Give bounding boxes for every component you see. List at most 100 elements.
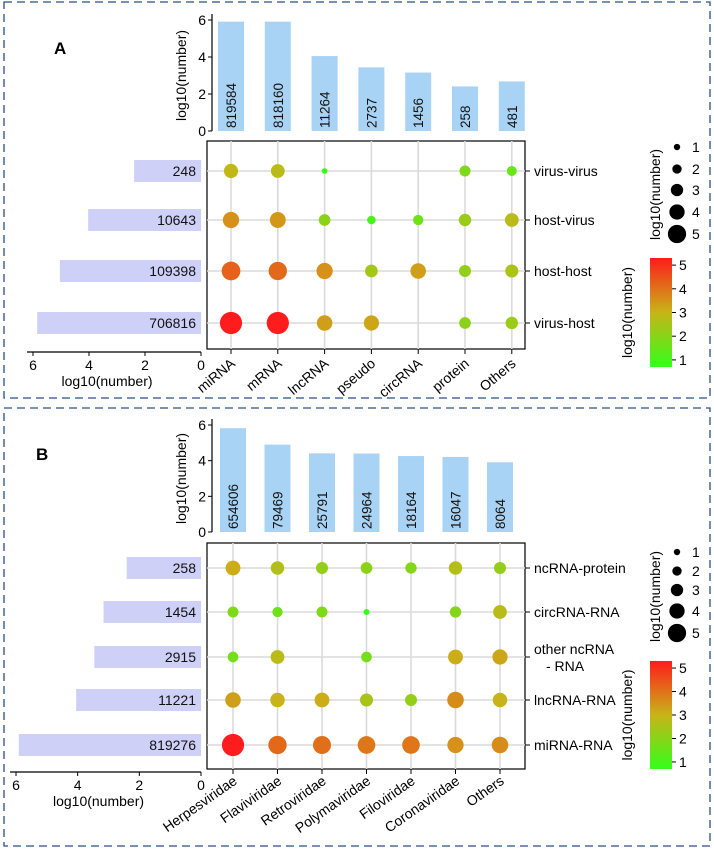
left-bar-value-label: 248	[173, 163, 197, 179]
left-x-tick-label: 4	[85, 357, 93, 373]
top-bar	[398, 456, 424, 532]
left-bar-value-label: 11221	[158, 692, 196, 708]
row-label: host-host	[534, 263, 592, 279]
bubble	[268, 261, 287, 281]
bubble	[410, 263, 426, 279]
bubble	[458, 213, 472, 227]
bubble	[313, 736, 331, 754]
panel-a-label: A	[54, 39, 66, 58]
top-bar	[487, 462, 513, 532]
row-label: host-virus	[534, 212, 595, 228]
column-label: lncRNA	[285, 355, 332, 398]
panel-b-frame	[3, 407, 711, 847]
size-legend-label: 1	[692, 139, 700, 155]
color-legend-label: 5	[679, 660, 687, 676]
top-y-tick-label: 2	[198, 488, 206, 504]
bubble	[266, 311, 289, 335]
bubble	[505, 316, 518, 330]
column-label: Others	[476, 355, 518, 394]
bubble	[459, 317, 471, 329]
size-legend-dot	[669, 603, 685, 619]
bubble	[447, 736, 464, 754]
color-legend-title: log10(number)	[619, 669, 635, 760]
bubble	[270, 650, 285, 664]
bubble	[505, 264, 519, 278]
bubble	[448, 561, 463, 575]
bubble	[314, 692, 330, 708]
column-label: protein	[429, 355, 472, 395]
left-bar	[94, 646, 201, 668]
row-label: virus-virus	[534, 163, 598, 179]
size-legend-label: 3	[692, 182, 700, 198]
top-bar-value-label: 18164	[404, 491, 419, 529]
top-bar-value-label: 25791	[315, 491, 330, 529]
color-legend-label: 4	[679, 684, 687, 700]
left-x-tick-label: 2	[141, 357, 149, 373]
row-label: other ncRNA - RNA	[534, 641, 615, 674]
top-y-axis-title: log10(number)	[173, 30, 189, 121]
top-y-axis-title: log10(number)	[173, 433, 189, 524]
left-x-tick-label: 6	[29, 357, 37, 373]
left-bar-value-label: 109398	[149, 263, 196, 279]
bubble	[357, 736, 376, 754]
bubble	[223, 163, 239, 179]
column-label: Others	[463, 772, 507, 809]
bubble	[268, 735, 287, 755]
bubble	[316, 262, 333, 280]
color-legend-label: 1	[679, 352, 687, 368]
top-y-tick-label: 0	[198, 123, 206, 139]
bubble	[227, 606, 239, 618]
size-legend-dot	[669, 204, 685, 220]
row-label: virus-host	[534, 315, 595, 331]
bubble	[365, 264, 378, 278]
bubble	[316, 315, 333, 331]
row-label: ncRNA-protein	[534, 560, 626, 576]
row-label: miRNA-RNA	[534, 737, 613, 753]
top-bar-value-label: 481	[505, 105, 520, 128]
size-legend-dot	[673, 143, 681, 151]
top-y-tick-label: 4	[198, 49, 206, 65]
top-y-tick-label: 6	[198, 417, 206, 433]
size-legend-dot	[670, 183, 684, 197]
bubble	[360, 562, 373, 574]
color-legend-bar	[650, 661, 672, 769]
top-bar-value-label: 818160	[271, 83, 286, 128]
top-y-tick-label: 6	[198, 12, 206, 28]
size-legend-label: 3	[692, 582, 700, 598]
bubble	[225, 560, 241, 576]
top-bar	[218, 21, 244, 131]
top-bar	[498, 81, 525, 131]
bubble	[404, 693, 418, 707]
left-x-tick-label: 2	[135, 777, 143, 793]
bubble	[459, 165, 471, 177]
size-legend-title: log10(number)	[647, 551, 663, 642]
bubble	[315, 561, 329, 575]
left-bar	[18, 734, 202, 756]
bubble	[270, 561, 285, 575]
panel-b-label: B	[36, 445, 48, 464]
bubble	[491, 736, 509, 754]
top-bar-value-label: 258	[458, 105, 473, 128]
bubble	[316, 606, 328, 618]
top-bar	[452, 86, 478, 131]
bubble	[225, 692, 241, 708]
bubble	[493, 561, 507, 575]
bubble	[492, 692, 508, 708]
size-legend-dot	[673, 548, 681, 556]
left-bar	[134, 160, 201, 182]
left-bar-value-label: 10643	[157, 212, 196, 228]
size-legend-label: 5	[692, 625, 700, 641]
color-legend-bar	[650, 258, 672, 367]
left-x-tick-label: 0	[197, 777, 205, 793]
size-legend-dot	[667, 224, 687, 244]
bubble	[321, 168, 328, 174]
bubble	[270, 164, 285, 178]
left-bar	[59, 260, 201, 282]
bubble	[359, 693, 374, 707]
top-bar	[264, 21, 291, 131]
top-bar	[220, 428, 246, 532]
bubble	[367, 215, 376, 225]
top-bar	[309, 453, 335, 532]
color-legend-label: 4	[679, 281, 687, 297]
